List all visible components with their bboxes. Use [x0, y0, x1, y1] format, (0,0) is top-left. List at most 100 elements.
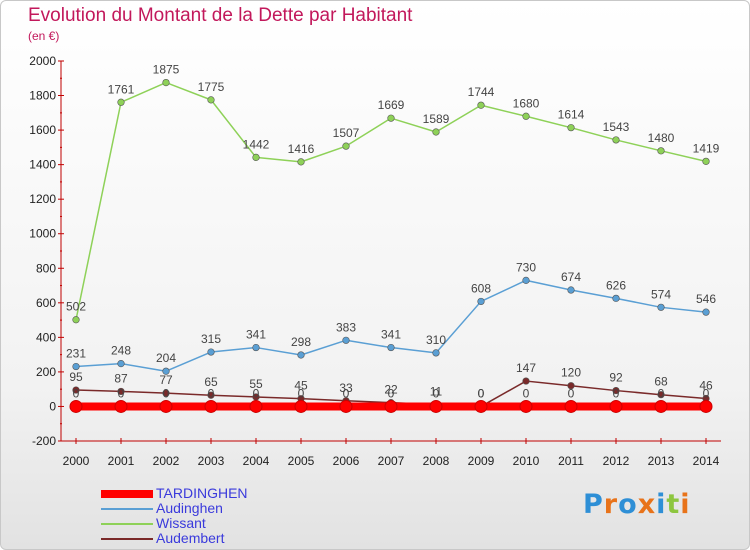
- data-point: [477, 297, 485, 306]
- logo-letter: r: [603, 489, 619, 520]
- x-tick-label: 2005: [288, 454, 315, 468]
- x-tick-label: 2001: [108, 454, 135, 468]
- data-point: [342, 336, 350, 344]
- data-label: 0: [343, 386, 350, 400]
- data-point: [567, 382, 575, 390]
- data-point: [204, 399, 218, 413]
- data-point: [612, 136, 620, 144]
- data-label: 383: [336, 320, 356, 334]
- y-tick-label: 2000: [29, 54, 56, 68]
- y-tick-label: 1200: [29, 192, 56, 206]
- x-tick-label: 2002: [153, 454, 180, 468]
- data-label: 1761: [108, 82, 135, 96]
- data-point: [114, 399, 128, 413]
- legend-swatch: [101, 523, 153, 525]
- y-tick-label: 800: [36, 261, 56, 275]
- data-label: 1775: [198, 80, 225, 94]
- data-point: [339, 399, 353, 413]
- data-point: [522, 377, 530, 385]
- data-point: [384, 399, 398, 413]
- data-label: 0: [298, 386, 305, 400]
- data-label: 65: [204, 375, 218, 389]
- data-label: 1669: [378, 98, 405, 112]
- data-point: [609, 399, 623, 413]
- data-label: 315: [201, 332, 221, 346]
- data-point: [567, 286, 575, 294]
- data-label: 341: [246, 328, 266, 342]
- data-point: [654, 399, 668, 413]
- x-tick-label: 2009: [468, 454, 495, 468]
- data-label: 45: [294, 379, 308, 393]
- data-label: 0: [73, 386, 80, 400]
- x-tick-label: 2004: [243, 454, 270, 468]
- logo-letter: i: [656, 489, 667, 520]
- logo-letter: i: [680, 489, 691, 520]
- data-label: 1416: [288, 142, 315, 156]
- x-tick-label: 2007: [378, 454, 405, 468]
- data-label: 22: [384, 383, 398, 397]
- data-label: 1442: [243, 137, 270, 151]
- data-point: [162, 78, 170, 87]
- data-label: 574: [651, 287, 671, 301]
- data-point: [702, 157, 710, 165]
- data-label: 95: [69, 370, 83, 384]
- data-label: 77: [159, 373, 173, 387]
- data-label: 310: [426, 333, 446, 347]
- x-tick-label: 2006: [333, 454, 360, 468]
- data-point: [207, 391, 215, 399]
- data-point: [474, 399, 488, 413]
- data-label: 231: [66, 347, 86, 361]
- data-label: 87: [114, 371, 128, 385]
- data-label: 33: [339, 381, 353, 395]
- data-point: [702, 308, 710, 316]
- data-point: [342, 142, 350, 150]
- data-point: [297, 351, 305, 359]
- data-label: 204: [156, 351, 176, 365]
- data-label: 546: [696, 292, 716, 306]
- logo-letter: t: [666, 489, 681, 520]
- y-tick-label: 1600: [29, 123, 56, 137]
- data-point: [207, 96, 215, 104]
- data-point: [657, 391, 665, 399]
- data-point: [612, 386, 620, 395]
- data-point: [72, 362, 80, 371]
- legend-swatch: [101, 538, 153, 540]
- data-label: 248: [111, 344, 131, 358]
- data-point: [207, 348, 215, 356]
- data-point: [564, 399, 578, 413]
- data-label: 46: [699, 379, 713, 393]
- data-label: 0: [118, 386, 125, 400]
- data-point: [699, 399, 713, 413]
- data-label: 0: [523, 386, 530, 400]
- data-point: [117, 360, 125, 368]
- data-point: [432, 128, 440, 136]
- data-point: [429, 399, 443, 413]
- legend-label: TARDINGHEN: [156, 485, 248, 501]
- y-tick-label: 1800: [29, 89, 56, 103]
- data-point: [252, 153, 260, 161]
- data-point: [522, 276, 530, 284]
- x-tick-label: 2000: [63, 454, 90, 468]
- data-label: 608: [471, 281, 491, 295]
- data-point: [657, 147, 665, 155]
- data-label: 1507: [333, 126, 360, 140]
- data-label: 1589: [423, 112, 450, 126]
- data-label: 0: [478, 386, 485, 400]
- data-point: [72, 316, 80, 324]
- data-point: [522, 112, 530, 120]
- data-label: 298: [291, 335, 311, 349]
- data-label: 68: [654, 375, 668, 389]
- data-point: [612, 294, 620, 302]
- logo-letter: x: [637, 489, 657, 520]
- data-point: [294, 399, 308, 413]
- data-label: 626: [606, 278, 626, 292]
- y-tick-label: 200: [36, 365, 56, 379]
- data-point: [159, 399, 173, 413]
- x-tick-label: 2008: [423, 454, 450, 468]
- data-point: [387, 343, 395, 352]
- y-tick-label: 1400: [29, 158, 56, 172]
- data-point: [72, 386, 80, 394]
- data-label: 0: [568, 386, 575, 400]
- data-label: 1543: [603, 120, 630, 134]
